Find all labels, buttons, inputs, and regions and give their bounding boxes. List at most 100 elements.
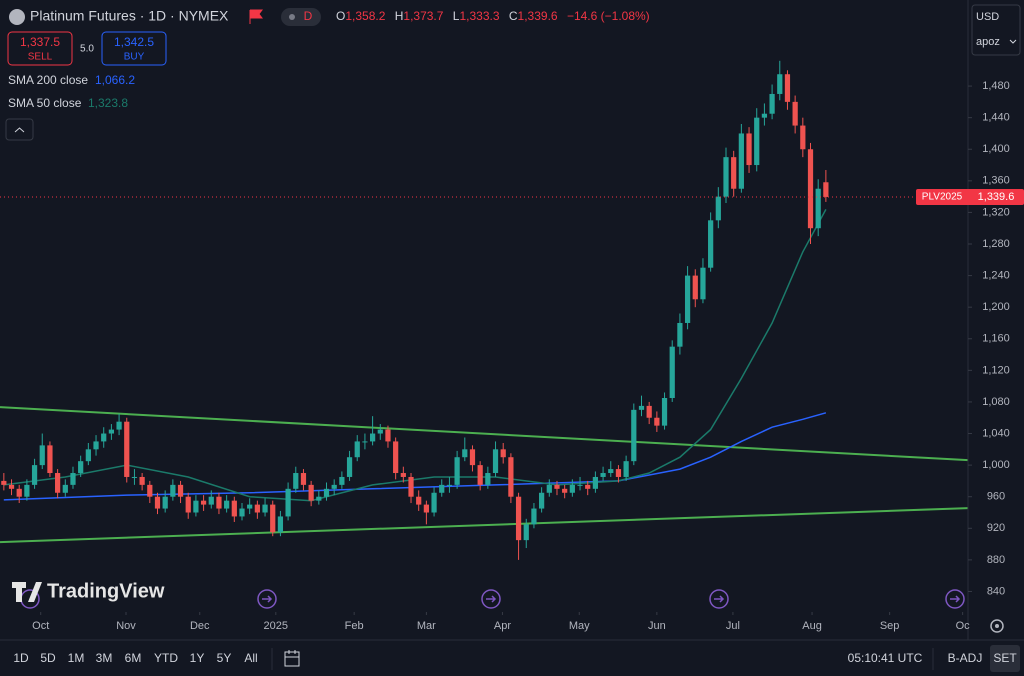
candle-body (515, 496, 522, 541)
candle-body (823, 182, 829, 197)
candle-body (154, 496, 161, 509)
range-button[interactable]: 6M (125, 651, 142, 665)
candle-body (331, 484, 337, 489)
trendline (0, 507, 968, 544)
sell-price[interactable]: 1,337.5 (20, 35, 60, 49)
y-tick-label: 920 (987, 522, 1005, 534)
range-button[interactable]: 3M (96, 651, 113, 665)
collapse-button[interactable] (5, 118, 34, 141)
candle-body (1, 480, 7, 485)
candle-body (131, 476, 138, 478)
candle-body (108, 429, 115, 434)
y-tick-label: 1,400 (982, 143, 1010, 155)
session-box[interactable] (990, 645, 1020, 672)
range-button[interactable]: 1D (13, 651, 29, 665)
candle-body (385, 429, 391, 442)
candle-body (193, 500, 199, 513)
candle-body (247, 504, 253, 509)
buy-label[interactable]: BUY (124, 52, 145, 63)
candle-body (615, 469, 622, 477)
interval-pill[interactable] (281, 8, 321, 26)
sell-button[interactable] (7, 31, 73, 66)
adjust-toggle[interactable]: B-ADJ (948, 651, 983, 665)
collapse-icon (14, 127, 25, 133)
clock[interactable]: 05:10:41 UTC (848, 651, 923, 665)
candle-body (784, 74, 791, 102)
indicator-name[interactable]: SMA 50 close (8, 96, 82, 110)
candle-body (677, 322, 683, 347)
range-button[interactable]: 5Y (217, 651, 232, 665)
candle-body (754, 117, 760, 166)
currency[interactable]: USD (976, 11, 999, 23)
candle-body (777, 74, 783, 94)
range-button[interactable]: 1M (68, 651, 85, 665)
flag-icon[interactable] (249, 9, 263, 24)
range-button[interactable]: 5D (40, 651, 56, 665)
candle-body (738, 133, 744, 189)
candle-body (177, 484, 184, 497)
indicator-line (3, 412, 827, 501)
y-tick-label: 1,360 (982, 175, 1010, 187)
candle-body (715, 196, 721, 221)
candle-body (170, 484, 176, 497)
candle-body (101, 433, 107, 442)
candle-body (185, 496, 191, 513)
settings-icon[interactable] (990, 619, 1004, 633)
candle-body (746, 133, 752, 166)
candle-body (569, 484, 575, 493)
candle-body (669, 346, 675, 398)
plot-area (0, 60, 968, 560)
ohlc-label: O (336, 9, 345, 23)
candle-body (539, 492, 545, 509)
candle-body (562, 488, 568, 493)
candle-body (608, 469, 614, 474)
y-tick-label: 1,480 (982, 80, 1010, 92)
ohlc-label: C (509, 9, 518, 23)
candle-body (369, 433, 376, 442)
y-tick-label: 960 (987, 491, 1005, 503)
x-tick-label: Oc (956, 620, 971, 632)
candle-body (262, 504, 268, 513)
range-button[interactable]: YTD (154, 651, 178, 665)
unit[interactable]: apoz (976, 36, 1000, 48)
indicator-line (3, 209, 827, 502)
ohlc-label: L (453, 9, 460, 23)
chevron (1009, 39, 1017, 44)
candle-body (661, 397, 668, 426)
chart-title[interactable]: Platinum Futures · 1D · NYMEX (30, 8, 229, 24)
x-tick-label: May (569, 620, 590, 632)
candle-body (431, 492, 437, 513)
candle-body (300, 473, 307, 485)
candle-body (454, 457, 460, 485)
y-tick-label: 1,160 (982, 333, 1010, 345)
interval-badge[interactable]: D (304, 9, 313, 23)
sell-label[interactable]: SELL (28, 52, 53, 63)
y-tick-label: 1,120 (982, 364, 1010, 376)
buy-button[interactable] (101, 31, 167, 66)
candle-body (592, 476, 599, 489)
range-button[interactable]: All (244, 651, 257, 665)
candle-body (723, 157, 729, 197)
x-tick-label: Oct (32, 620, 49, 632)
y-tick-label: 1,240 (982, 270, 1010, 282)
candle-body (316, 496, 322, 501)
currency-box[interactable] (971, 4, 1021, 56)
brand[interactable]: TradingView (47, 580, 165, 602)
buy-price[interactable]: 1,342.5 (114, 35, 154, 49)
candle-body (116, 421, 122, 430)
range-button[interactable]: 1Y (190, 651, 205, 665)
candle-body (523, 524, 529, 541)
candle-body (200, 500, 207, 505)
candle-body (270, 504, 276, 533)
date-range-icon[interactable] (284, 650, 300, 667)
candle-body (439, 484, 445, 493)
symbol-logo[interactable] (9, 9, 25, 25)
indicator-name[interactable]: SMA 200 close (8, 73, 88, 87)
candle-body (8, 484, 15, 489)
session-toggle[interactable]: SET (993, 651, 1017, 665)
candle-body (492, 449, 499, 474)
trendline (0, 406, 968, 462)
candle-body (692, 275, 698, 300)
candle-body (577, 484, 583, 486)
candle-body (623, 461, 629, 477)
